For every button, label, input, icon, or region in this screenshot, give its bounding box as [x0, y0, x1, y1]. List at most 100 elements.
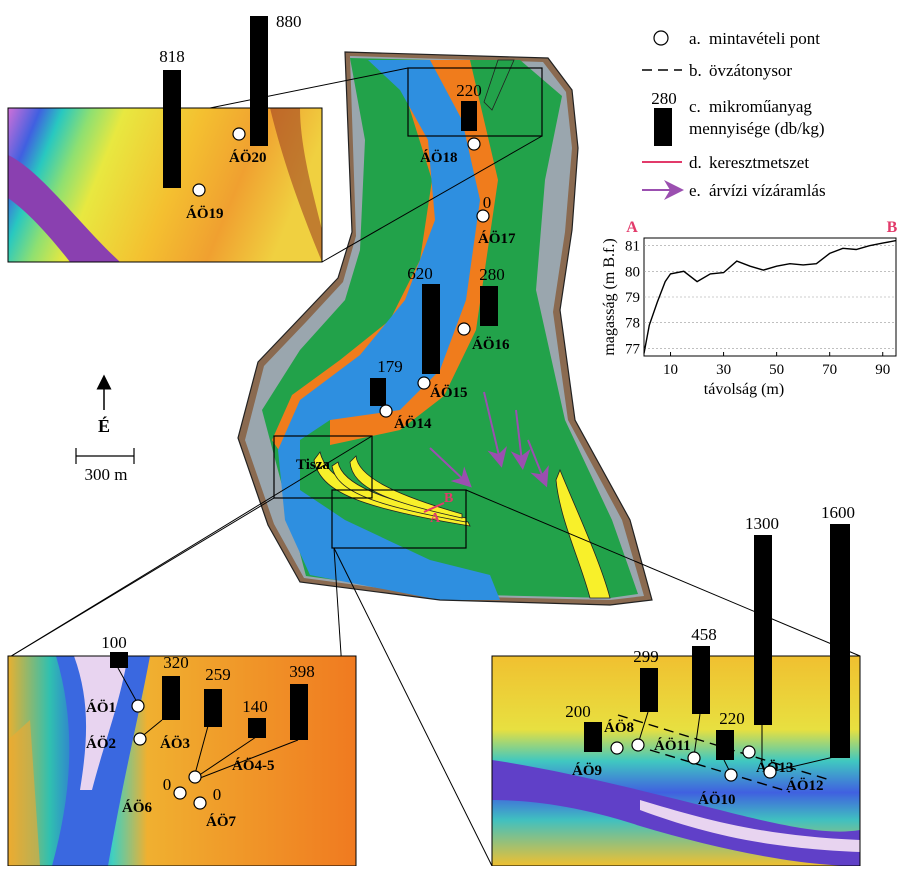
chart-xtick-label: 10 [663, 362, 678, 378]
value-aö8: 299 [633, 647, 659, 666]
sample-point-aö13 [742, 745, 756, 759]
chart-grid [644, 245, 896, 349]
bar-aö3 [204, 689, 222, 727]
point-bar-4 [555, 468, 611, 599]
value-aö4: 140 [242, 697, 268, 716]
bar-aö1 [110, 652, 128, 668]
label-aö12: ÁÖ12 [786, 777, 824, 794]
value-aö5: 398 [289, 662, 315, 681]
legend-e-letter: e. [689, 181, 701, 200]
chart-xticks: 10 30 50 70 90 [663, 352, 890, 378]
value-aö17: 0 [483, 193, 492, 212]
sample-point-aö20 [232, 127, 246, 141]
chart-ytick-label: 77 [625, 341, 641, 357]
mouth-arm [483, 59, 515, 111]
scale-bar: 300 m [75, 448, 135, 484]
value-aö20: 880 [276, 12, 302, 31]
label-aö20: ÁÖ20 [229, 149, 267, 166]
profile-chart: A B 77 78 79 80 81 10 30 50 70 90 távolság (m) m… [601, 219, 898, 398]
sample-point-aö11 [687, 751, 701, 765]
bar-aö2 [162, 676, 180, 720]
legend-c-text: mikroműanyag [709, 97, 812, 116]
legend-c-value: 280 [651, 89, 677, 108]
chart-xlabel: távolság (m) [704, 381, 784, 398]
legend-d-text: keresztmetszet [709, 153, 809, 172]
label-aö9: ÁÖ9 [572, 762, 602, 779]
sample-point-aö4-5 [188, 770, 202, 784]
bar-aö13 [754, 535, 772, 725]
flood-flow-arrows [429, 391, 549, 488]
sample-point-aö14 [379, 404, 393, 418]
legend-a-text: mintavételi pont [709, 29, 820, 48]
label-aö3: ÁÖ3 [160, 735, 190, 752]
value-aö1: 100 [101, 633, 127, 652]
value-aö12: 1600 [821, 503, 855, 522]
main-samples: 220 ÁÖ18 0 ÁÖ17 280 ÁÖ16 620 ÁÖ15 179 ÁÖ… [370, 81, 516, 432]
zoom-box-bottom [331, 489, 467, 549]
bar-aö14 [370, 378, 386, 406]
legend-d-letter: d. [689, 153, 702, 172]
value-aö16: 280 [479, 265, 505, 284]
label-aö6: ÁÖ6 [122, 799, 153, 816]
inset-bottom-left: 100 ÁÖ1 320 ÁÖ2 259 ÁÖ3 140 398 ÁÖ4-5 0 … [7, 633, 357, 867]
value-aö18: 220 [456, 81, 482, 100]
label-aö15: ÁÖ15 [430, 384, 468, 401]
sample-point-aö2 [133, 732, 147, 746]
value-aö6: 0 [163, 775, 172, 794]
section-start-label: A [430, 511, 441, 526]
bar-aö9 [584, 722, 602, 752]
bar-aö11 [692, 646, 710, 714]
chart-ylabel: magasság (m B.f.) [601, 238, 618, 355]
sample-point-aö8 [631, 738, 645, 752]
sample-point-aö10 [724, 768, 738, 782]
bar-aö18 [461, 101, 477, 131]
bar-aö10 [716, 730, 734, 760]
value-aö9: 200 [565, 702, 591, 721]
chart-corner-left: A [626, 219, 638, 236]
sample-point-aö12 [763, 765, 777, 779]
bar-icon [654, 108, 672, 146]
section-end-label: B [444, 491, 453, 506]
label-aö4-5: ÁÖ4-5 [232, 757, 275, 774]
legend-b-letter: b. [689, 61, 702, 80]
north-arrow: É [96, 374, 112, 436]
label-aö17: ÁÖ17 [478, 230, 516, 247]
bar-aö19 [163, 70, 181, 188]
label-aö7: ÁÖ7 [206, 813, 237, 830]
sand-right [330, 60, 498, 445]
sample-point-aö9 [610, 741, 624, 755]
sample-point-aö1 [131, 699, 145, 713]
chart-xtick-label: 30 [716, 362, 731, 378]
chart-xtick-label: 70 [822, 362, 837, 378]
legend-a-letter: a. [689, 29, 701, 48]
value-aö15: 620 [407, 264, 433, 283]
value-aö2: 320 [163, 653, 189, 672]
inset-top-left: 818 ÁÖ19 880 ÁÖ20 [7, 12, 323, 263]
cross-section-line [423, 502, 445, 513]
label-aö8: ÁÖ8 [604, 719, 634, 736]
value-aö14: 179 [377, 357, 403, 376]
chart-ytick-label: 80 [625, 264, 640, 280]
value-aö10: 220 [719, 709, 745, 728]
label-aö19: ÁÖ19 [186, 205, 224, 222]
river-name: Tisza [296, 457, 330, 473]
bar-aö4 [248, 718, 266, 738]
sample-point-aö6 [173, 786, 187, 800]
legend-c-letter: c. [689, 97, 701, 116]
bar-aö16 [480, 286, 498, 326]
legend-e-text: árvízi vízáramlás [709, 181, 826, 200]
bar-aö5 [290, 684, 308, 740]
bar-aö12 [830, 524, 850, 758]
bar-aö8 [640, 668, 658, 712]
sample-point-aö16 [457, 322, 471, 336]
sample-point-aö18 [467, 137, 481, 151]
river-channel [278, 60, 500, 600]
label-aö18: ÁÖ18 [420, 149, 458, 166]
chart-corner-right: B [887, 219, 898, 236]
chart-xtick-label: 90 [875, 362, 890, 378]
chart-xtick-label: 50 [769, 362, 784, 378]
label-aö14: ÁÖ14 [394, 415, 432, 432]
label-aö10: ÁÖ10 [698, 791, 736, 808]
label-aö16: ÁÖ16 [472, 336, 510, 353]
